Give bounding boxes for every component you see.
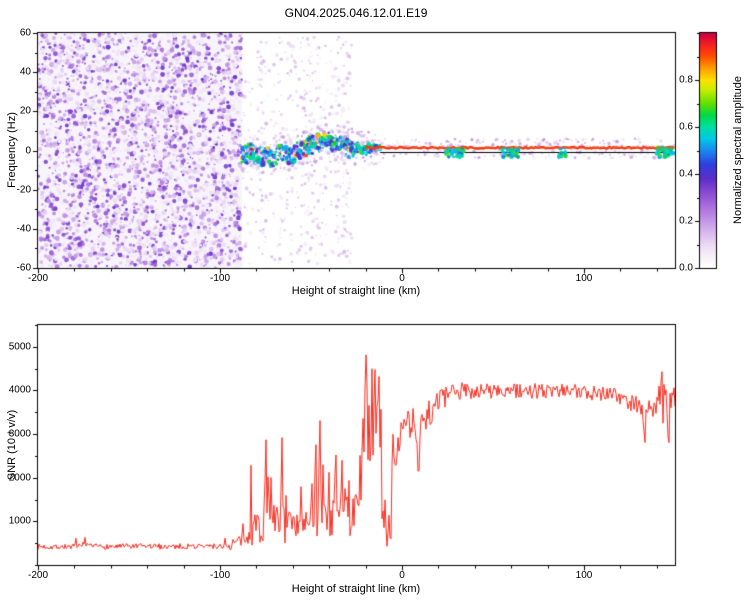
snr-xlabel: Height of straight line (km) [291, 583, 421, 595]
snr-plot-canvas [30, 317, 683, 573]
spec-ytick-label: -20 [16, 184, 31, 196]
colorbar-tick-label: 0.0 [679, 262, 693, 274]
spec-ytick-label: -40 [16, 223, 31, 235]
snr-ytick-label: 1000 [8, 515, 31, 527]
snr-ytick-label: 4000 [8, 384, 31, 396]
snr-xtick-label: -200 [27, 570, 49, 581]
spec-xtick-label: -100 [209, 273, 231, 284]
spec-ytick-label: 20 [19, 105, 31, 117]
snr-ylabel: SNR (10 * v/v) [6, 409, 18, 481]
spectrogram-canvas [30, 25, 683, 276]
colorbar-tick-label: 0.8 [679, 74, 693, 86]
snr-xtick-label: -100 [209, 570, 231, 581]
colorbar-label: Normalized spectral amplitude [732, 76, 744, 224]
spec-ytick-label: 40 [19, 66, 31, 78]
colorbar-canvas [692, 25, 724, 276]
colorbar-tick-label: 0.6 [679, 121, 693, 133]
spectrogram-xlabel: Height of straight line (km) [291, 285, 421, 297]
spectrogram-ylabel: Frequency (Hz) [6, 112, 18, 188]
snr-ytick-label: 2000 [8, 472, 31, 484]
spec-ytick-label: -60 [16, 262, 31, 274]
snr-xtick-label: 100 [575, 570, 593, 581]
snr-xtick-label: 0 [399, 570, 405, 581]
spec-xtick-label: 100 [575, 273, 593, 284]
colorbar-tick-label: 0.2 [679, 215, 693, 227]
spec-ytick-label: 60 [19, 27, 31, 39]
colorbar-tick-label: 0.4 [679, 168, 693, 180]
spec-xtick-label: 0 [399, 273, 405, 284]
snr-ytick-label: 3000 [8, 428, 31, 440]
spec-ytick-label: 0 [25, 145, 31, 156]
spec-xtick-label: -200 [27, 273, 49, 284]
figure-title: GN04.2025.046.12.01.E19 [284, 6, 428, 20]
snr-ytick-label: 5000 [8, 341, 31, 353]
